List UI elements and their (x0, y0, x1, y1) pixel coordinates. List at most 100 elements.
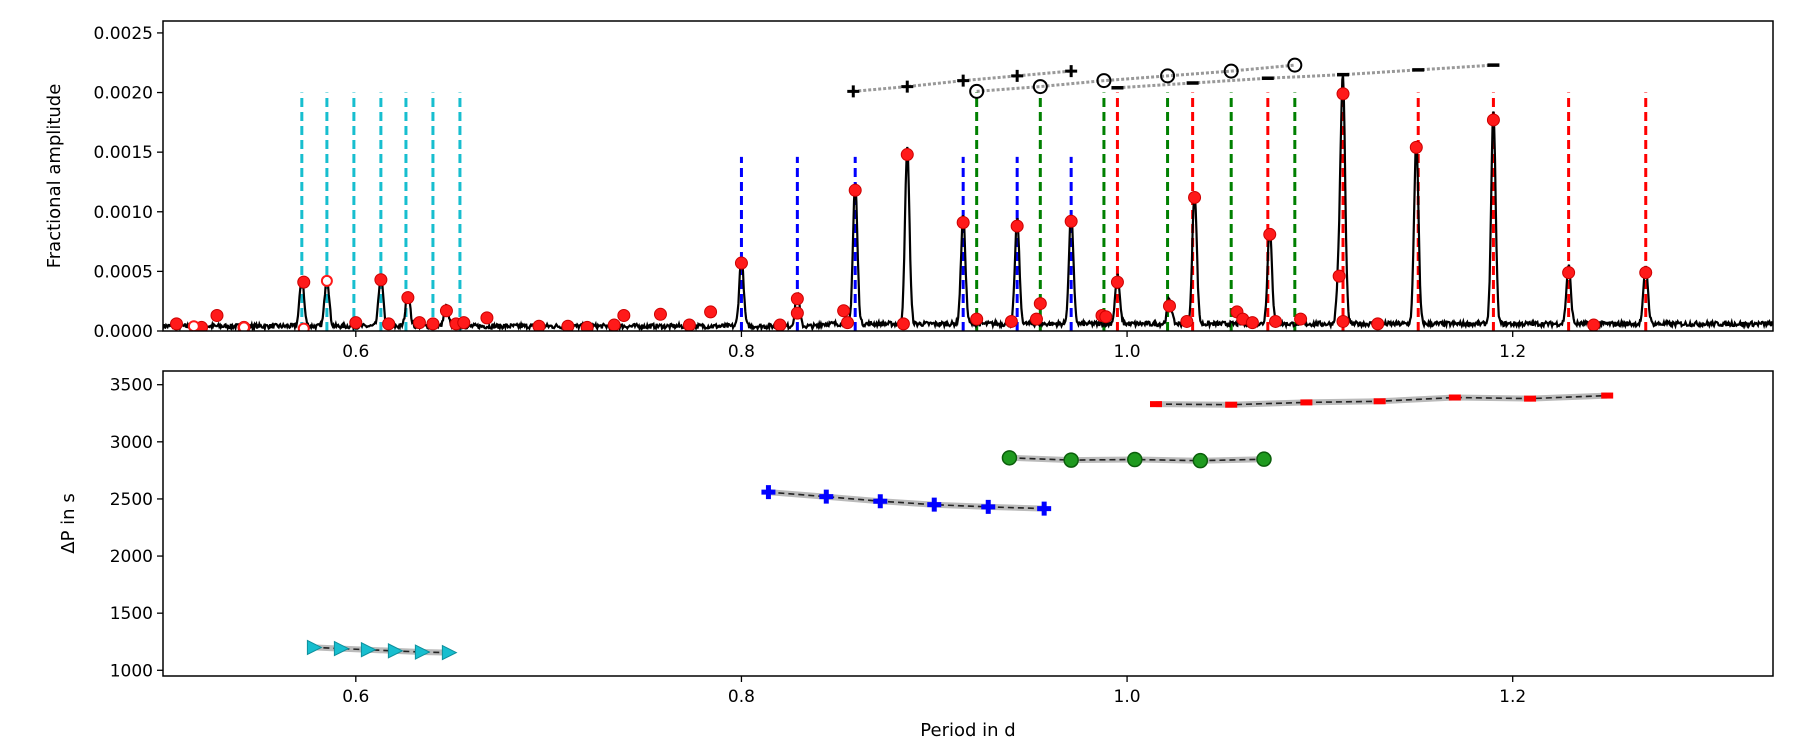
open-peak-marker (320, 274, 333, 287)
x-tick-label: 1.0 (1114, 687, 1141, 707)
peak-marker (1188, 190, 1202, 204)
peak-marker (426, 317, 440, 331)
peak-marker (1336, 314, 1350, 328)
peak-marker (561, 319, 575, 331)
comb-plus-marker (957, 74, 970, 87)
plot-area (163, 371, 1773, 676)
peak-marker (1064, 214, 1078, 228)
red-series-marker (1225, 401, 1238, 408)
peak-marker (580, 320, 594, 331)
comb-circle-marker (1160, 68, 1176, 84)
peak-marker (1294, 312, 1308, 326)
peak-marker (956, 216, 970, 229)
peak-marker (1562, 266, 1576, 280)
comb-dash-band (1117, 63, 1494, 90)
peak-marker (682, 318, 696, 331)
peak-marker (704, 305, 718, 319)
cyan-series-marker (306, 639, 323, 656)
period-spacing-panel: 0.6 0.8 1.0 1.2 1000 1500 2000 2500 3000 3500 ΔP i… (58, 370, 1774, 741)
cyan-series-marker (333, 640, 350, 657)
comb-circle-band (976, 63, 1295, 93)
comb-plus-marker (1065, 65, 1078, 78)
peak-marker (896, 317, 910, 331)
x-axis-label: Period in d (920, 720, 1015, 741)
comb-circle-marker (969, 83, 985, 99)
peak-marker (653, 307, 667, 321)
red-series-marker (1601, 392, 1614, 399)
peak-marker (1269, 314, 1283, 328)
peak-marker (773, 318, 787, 331)
y-tick-label: 0.0025 (94, 24, 153, 44)
peak-marker (480, 311, 494, 325)
blue-series-marker (873, 494, 888, 509)
peak-marker (837, 304, 851, 318)
peak-marker (1162, 299, 1176, 313)
comb-plus-marker (847, 85, 860, 98)
comb-circle-marker (1287, 57, 1303, 73)
peak-marker (439, 304, 453, 318)
comb-plus-marker (1011, 69, 1024, 82)
blue-series-marker (981, 499, 996, 514)
cyan-series-marker (414, 644, 431, 660)
y-tick-label: 2500 (110, 490, 153, 510)
y-tick-label: 0.0000 (94, 322, 153, 342)
peak-marker (848, 183, 862, 197)
y-tick-label: 0.0020 (94, 84, 153, 104)
comb-circle-marker (1096, 73, 1112, 89)
peak-marker (900, 148, 914, 162)
comb-circle-marker (1032, 79, 1048, 95)
peak-marker (970, 312, 984, 326)
peak-marker (840, 316, 854, 330)
peak-marker (1180, 314, 1194, 328)
peak-marker (1263, 227, 1277, 241)
peak-marker (1029, 312, 1043, 326)
green-series-marker (1063, 452, 1079, 468)
x-tick-label: 0.8 (728, 342, 755, 362)
y-tick-label: 3500 (110, 376, 153, 396)
red-series-marker (1524, 395, 1537, 402)
peak-marker (1486, 113, 1500, 127)
blue-series-marker (1037, 501, 1052, 516)
red-series-marker (1300, 399, 1313, 406)
peak-marker (607, 318, 621, 331)
peak-marker (457, 316, 471, 330)
y-tick-label: 1000 (110, 661, 153, 681)
peak-marker (1110, 275, 1124, 289)
cyan-series-marker (441, 644, 458, 661)
open-peak-marker (187, 320, 200, 331)
cyan-series-marker (360, 641, 377, 658)
x-tick-label: 0.6 (342, 342, 369, 362)
comb-circle-marker (1223, 63, 1239, 79)
peak-marker (374, 273, 388, 287)
blue-series-marker (927, 497, 942, 512)
green-series-marker (1001, 450, 1018, 466)
plot-frame (162, 370, 1774, 677)
y-tick-label: 0.0005 (94, 262, 153, 282)
peak-marker (1371, 317, 1385, 331)
red-series-marker (1373, 398, 1386, 405)
peak-marker (382, 317, 396, 331)
peak-marker (1639, 266, 1653, 280)
blue-series-marker (761, 485, 776, 500)
y-tick-label: 0.0010 (94, 203, 153, 223)
peak-marker (617, 309, 631, 322)
y-axis-label: ΔP in s (58, 493, 79, 553)
peak-marker (734, 256, 748, 270)
blue-series-marker (819, 489, 834, 504)
open-peak-marker (237, 321, 250, 331)
plot-frame (162, 20, 1774, 332)
red-series-marker (1448, 394, 1461, 401)
peak-marker (210, 309, 224, 322)
peak-marker (1409, 140, 1423, 154)
spectrum-plot (163, 57, 1773, 331)
peak-marker (1587, 318, 1601, 331)
peak-marker (1010, 219, 1024, 233)
peak-marker (349, 316, 363, 330)
peak-marker (1336, 87, 1350, 101)
green-series-marker (1192, 452, 1209, 469)
peak-marker (1332, 269, 1346, 283)
y-tick-label: 1500 (110, 604, 153, 624)
peak-marker (790, 306, 804, 320)
x-tick-label: 1.2 (1499, 687, 1526, 707)
